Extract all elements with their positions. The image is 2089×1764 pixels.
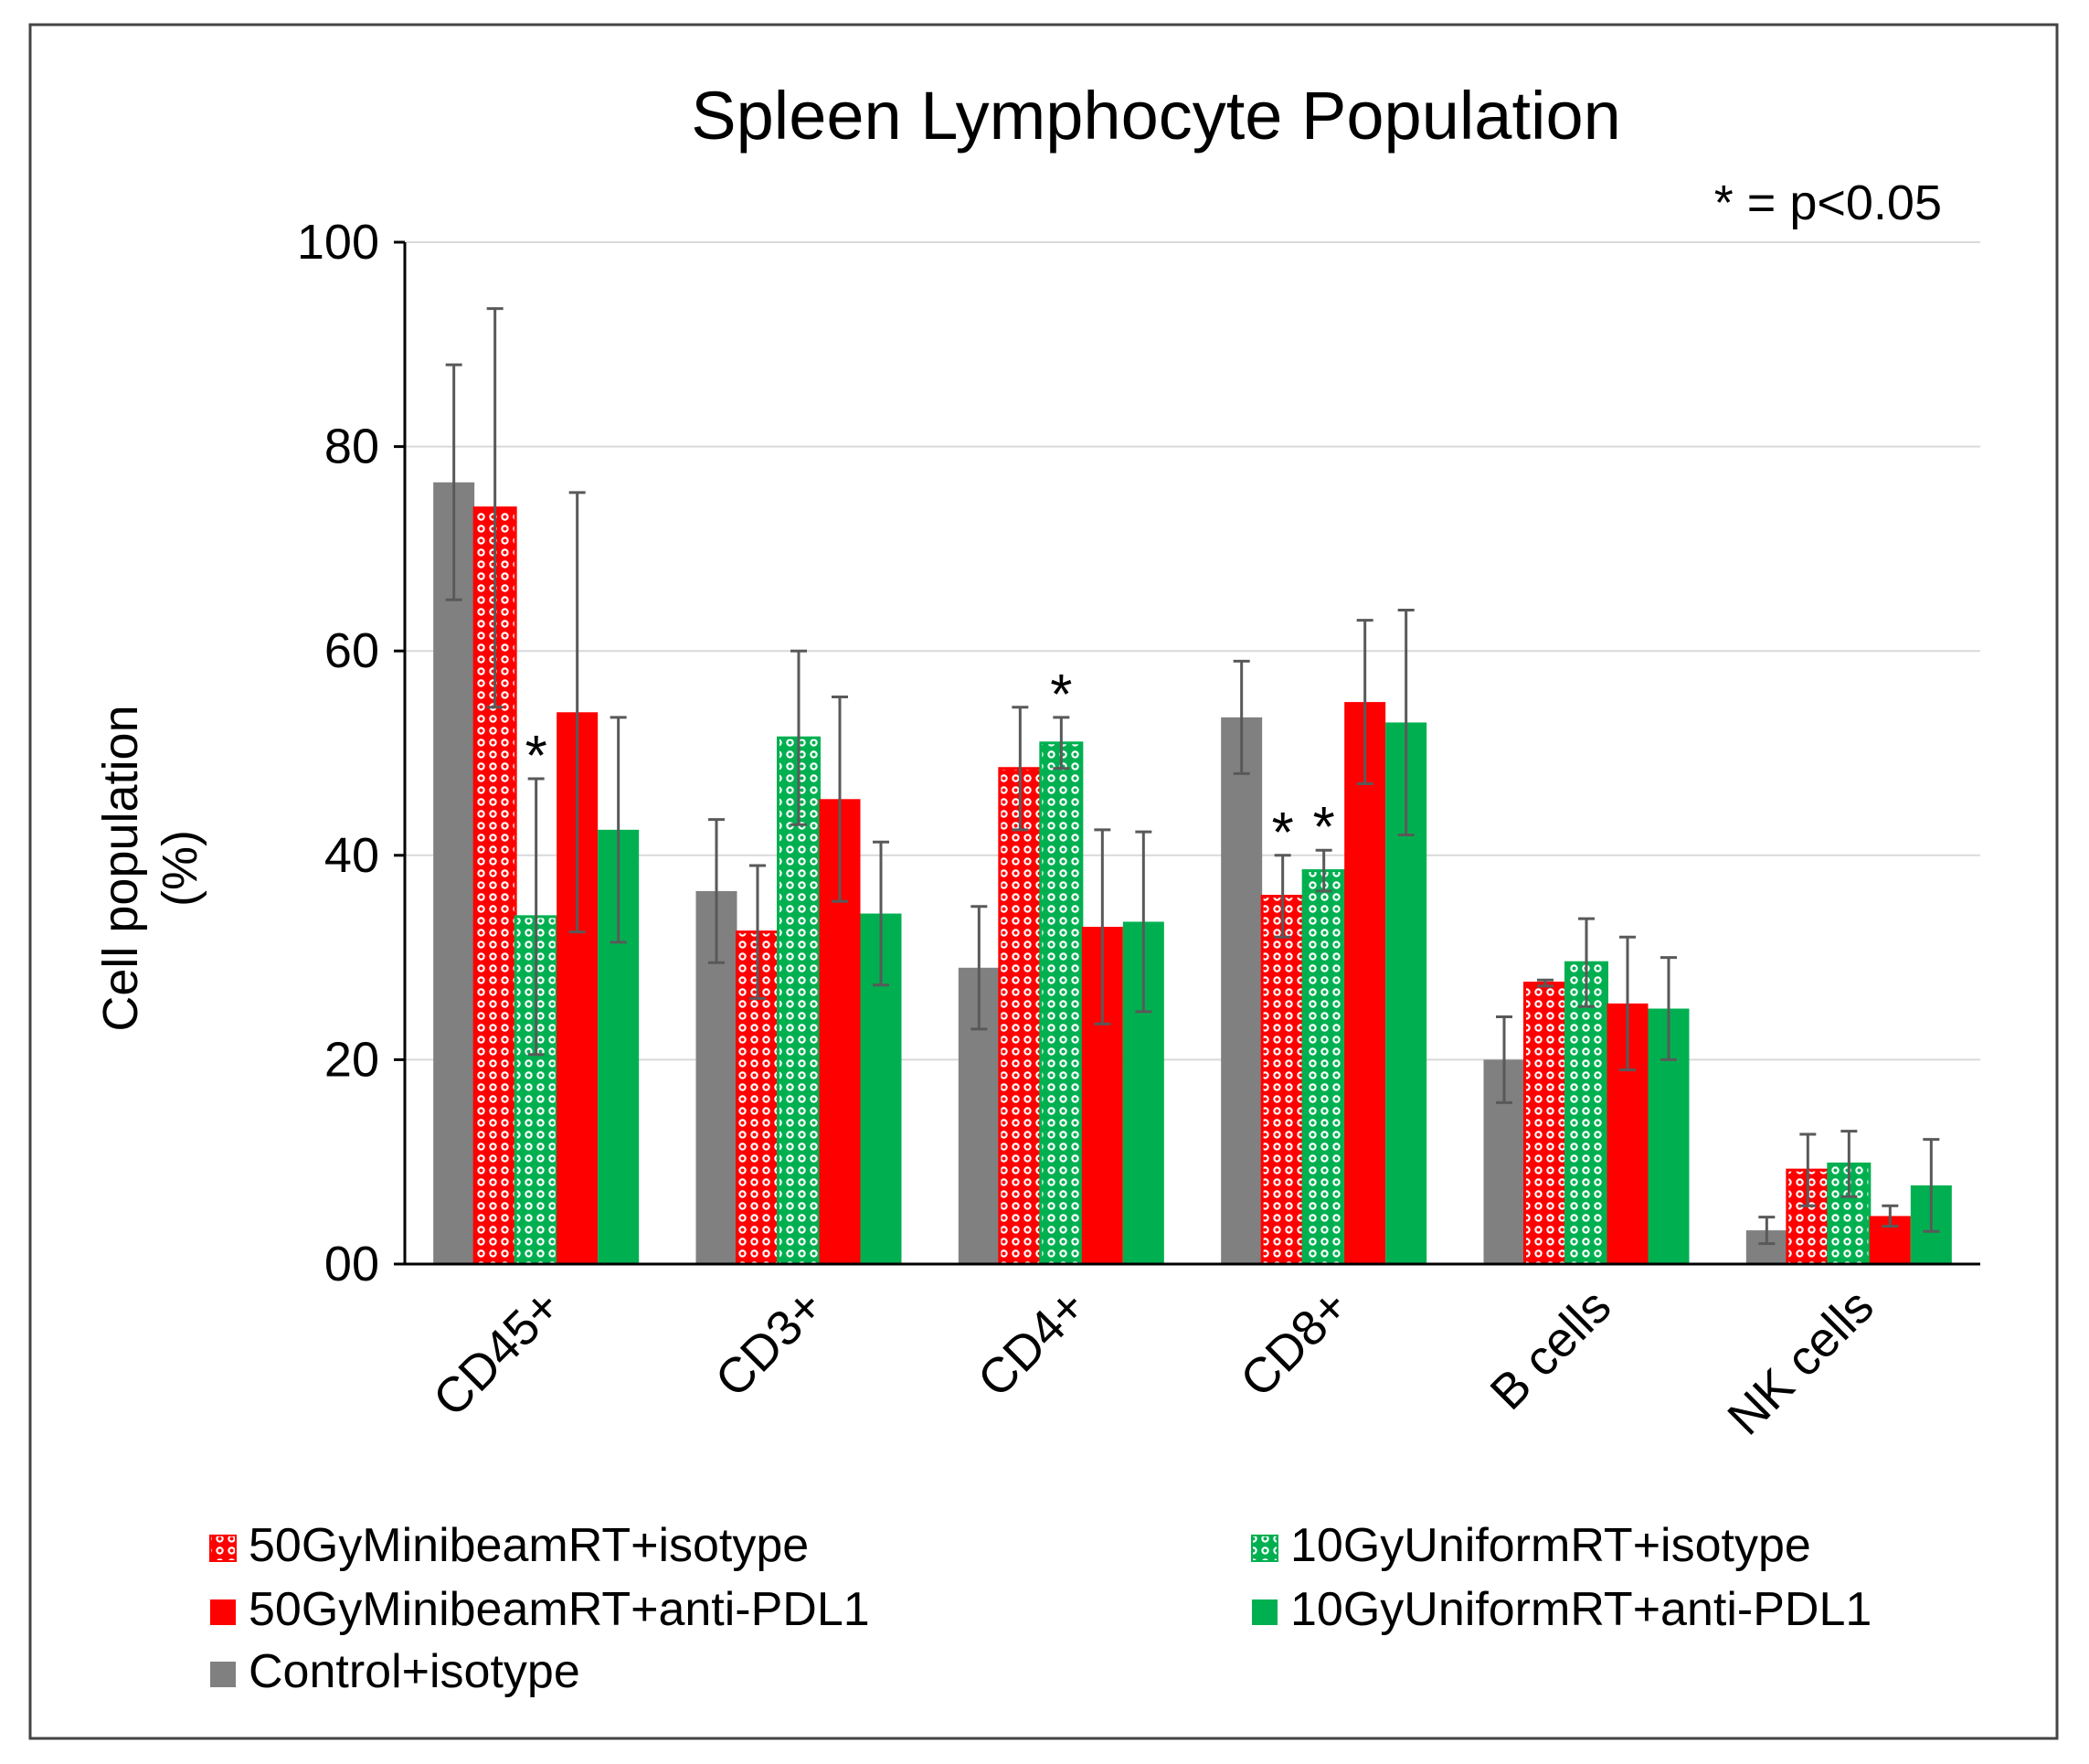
- legend-label: 10GyUniformRT+anti-PDL1: [1290, 1583, 1872, 1636]
- legend-swatch: [1251, 1535, 1278, 1562]
- significance-stars: * * * *: [525, 664, 1335, 865]
- gridlines: [405, 241, 1980, 1061]
- bar: [998, 767, 1043, 1266]
- bars: [433, 482, 1952, 1266]
- bar: [433, 482, 475, 1264]
- significance-star: *: [1313, 796, 1335, 859]
- y-axis-title-line1: Cell population: [93, 705, 148, 1031]
- legend-swatch: [210, 1662, 236, 1687]
- y-tick-label: 40: [324, 828, 379, 883]
- legend-label: 50GyMinibeamRT+anti-PDL1: [249, 1583, 870, 1636]
- legend-swatch: [210, 1599, 236, 1625]
- error-bars: [445, 307, 1940, 1246]
- significance-annotation: * = p<0.05: [1714, 175, 1942, 230]
- y-tick-label: 20: [324, 1032, 379, 1087]
- significance-star: *: [1050, 664, 1072, 727]
- y-axis-ticks: 00 20 40 60 80 100: [297, 215, 405, 1291]
- y-tick-label: 00: [324, 1237, 379, 1291]
- bar: [1344, 702, 1386, 1264]
- bar: [1523, 982, 1567, 1266]
- legend-label: 50GyMinibeamRT+isotype: [249, 1519, 809, 1572]
- legend-label: Control+isotype: [249, 1645, 580, 1698]
- y-axis-title-line2: (%): [153, 830, 207, 907]
- axes: [403, 242, 1980, 1266]
- chart-title: Spleen Lymphocyte Population: [691, 78, 1621, 154]
- significance-star: *: [1272, 802, 1294, 865]
- bar: [1221, 717, 1263, 1264]
- legend-label: 10GyUniformRT+isotype: [1290, 1519, 1811, 1572]
- y-axis-title: Cell population (%): [93, 705, 207, 1031]
- legend-swatch: [209, 1535, 237, 1562]
- legend-swatch: [1252, 1599, 1278, 1625]
- legend: 50GyMinibeamRT+isotype 10GyUniformRT+isot…: [209, 1519, 1872, 1698]
- significance-star: *: [525, 725, 547, 788]
- y-tick-label: 80: [324, 420, 379, 474]
- bar: [1301, 869, 1346, 1266]
- y-tick-label: 100: [297, 215, 379, 270]
- bar: [1039, 741, 1084, 1266]
- bar: [1260, 895, 1305, 1266]
- y-tick-label: 60: [324, 623, 379, 678]
